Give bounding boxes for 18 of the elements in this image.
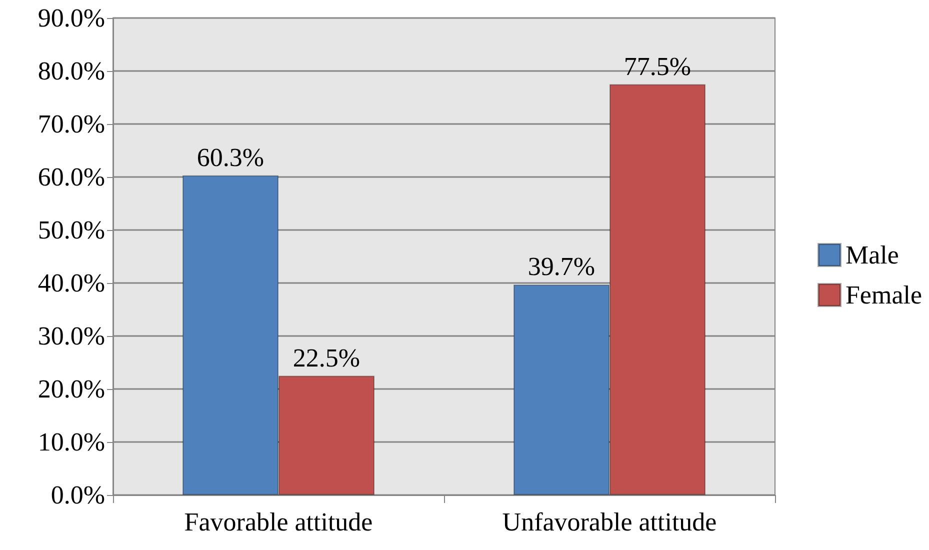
x-tick-label: Favorable attitude: [184, 508, 373, 536]
data-label: 60.3%: [196, 142, 264, 172]
x-tick-label: Unfavorable attitude: [502, 508, 717, 536]
y-tick-label: 70.0%: [38, 110, 105, 138]
y-tick-label: 50.0%: [38, 216, 105, 244]
y-tick-label: 60.0%: [38, 162, 105, 192]
y-tick-label: 10.0%: [38, 428, 105, 456]
y-tick-label: 90.0%: [38, 4, 105, 32]
y-tick-label: 80.0%: [38, 56, 105, 86]
y-tick-label: 20.0%: [38, 374, 105, 404]
data-label: 77.5%: [624, 52, 692, 81]
data-label: 22.5%: [292, 343, 360, 372]
legend-label: Male: [845, 240, 899, 270]
y-tick-label: 30.0%: [38, 322, 105, 350]
y-tick-label: 0.0%: [50, 480, 105, 510]
y-tick-label: 40.0%: [38, 268, 105, 298]
data-label: 39.7%: [528, 252, 596, 282]
legend-label: Female: [845, 280, 922, 310]
